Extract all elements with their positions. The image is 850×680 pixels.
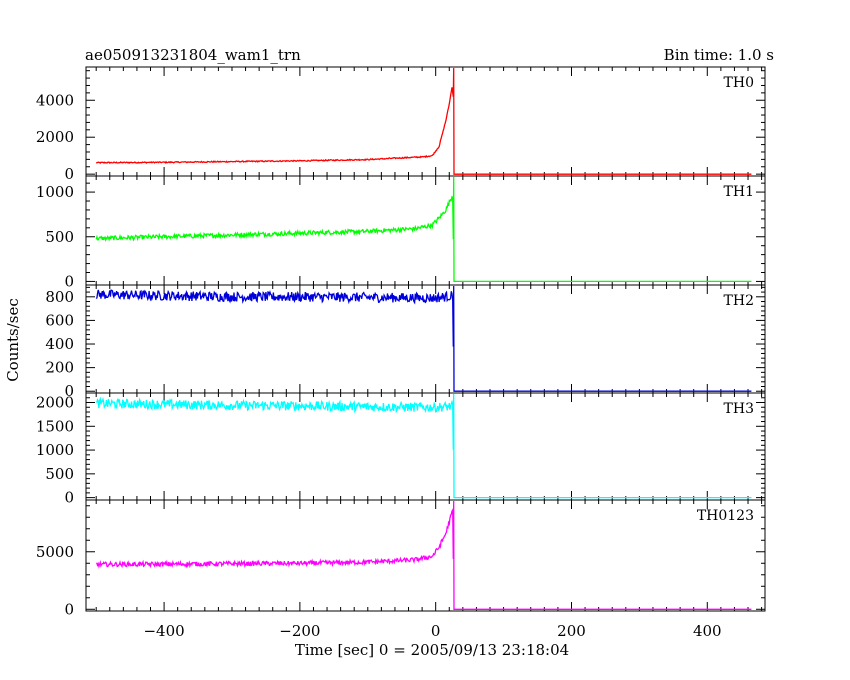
y-tick-label: 2000 [36, 128, 74, 146]
panel-th1: 0 500 1000 TH1 [36, 175, 766, 290]
y-axis-title: Counts/sec [4, 298, 22, 382]
x-axis-title: Time [sec] 0 = 2005/09/13 23:18:04 [295, 641, 569, 659]
panel-frame [85, 175, 766, 286]
panel-th0: 0 2000 4000 TH0 [36, 66, 766, 183]
panel-th0123: 0 5000 TH0123 [36, 499, 766, 618]
y-tick-label: 0 [64, 382, 74, 400]
y-tick-label: 0 [64, 165, 74, 183]
x-tick-label: −200 [279, 622, 320, 640]
x-tick-label: 400 [693, 622, 722, 640]
y-tick-label: 500 [45, 228, 74, 246]
panel-label-th3: TH3 [724, 401, 754, 417]
y-tick-label: 200 [45, 359, 74, 377]
y-tick-label: 0 [64, 272, 74, 290]
panel-th3: 0 500 1000 1500 2000 TH3 [36, 392, 766, 507]
panel-frame [85, 499, 766, 612]
series-line-th0 [95, 67, 752, 175]
y-tick-label: 0 [64, 600, 74, 618]
y-tick-label: 0 [64, 489, 74, 507]
series-line-th2 [95, 285, 752, 392]
y-tick-label: 600 [45, 311, 74, 329]
y-tick-label: 400 [45, 335, 74, 353]
chart-subtitle: Bin time: 1.0 s [664, 46, 774, 64]
panel-frame [85, 66, 766, 177]
chart-title: ae050913231804_wam1_trn [85, 46, 301, 64]
y-tick-label: 5000 [36, 543, 74, 561]
x-tick-label: 0 [431, 622, 441, 640]
x-tick-label: −400 [143, 622, 184, 640]
panel-label-th1: TH1 [724, 184, 754, 200]
series-line-th3 [95, 393, 752, 499]
y-tick-label: 800 [45, 288, 74, 306]
y-tick-label: 2000 [36, 394, 74, 412]
y-tick-label: 4000 [36, 91, 74, 109]
series-line-th1 [95, 176, 752, 283]
y-tick-label: 500 [45, 465, 74, 483]
y-tick-label: 1000 [36, 441, 74, 459]
panel-label-th0123: TH0123 [697, 508, 754, 524]
series-line-th0123 [96, 500, 752, 610]
panel-label-th2: TH2 [724, 293, 754, 309]
panel-th2: 0 200 400 600 800 TH2 [45, 284, 766, 400]
panel-label-th0: TH0 [724, 75, 754, 91]
x-tick-label: 200 [557, 622, 586, 640]
y-tick-label: 1500 [36, 417, 74, 435]
y-tick-label: 1000 [36, 183, 74, 201]
